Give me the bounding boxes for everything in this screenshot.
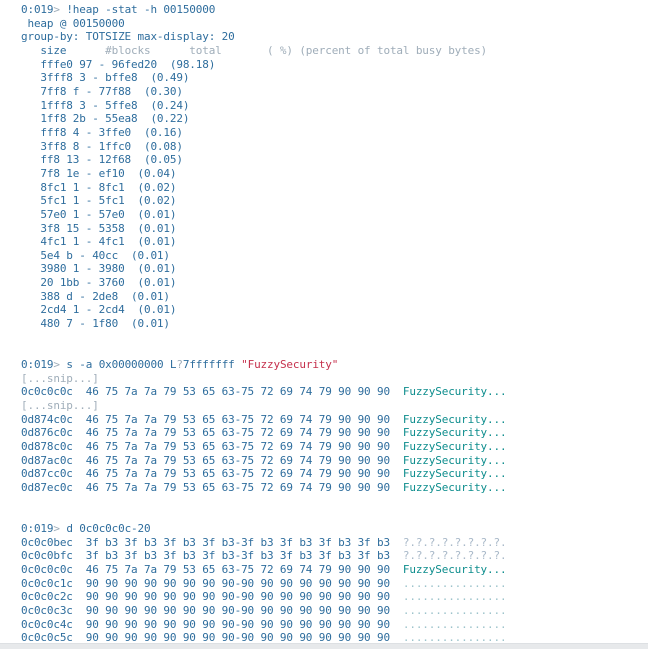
console-line: 0d874c0c 46 75 7a 7a 79 53 65 63-75 72 6…	[21, 412, 507, 426]
console-line: [...snip...]	[21, 371, 99, 385]
console-line: 5fc1 1 - 5fc1 (0.02)	[21, 194, 177, 208]
console-blank-line	[21, 344, 648, 358]
console-line: 20 1bb - 3760 (0.01)	[21, 276, 177, 290]
console-line: 8fc1 1 - 8fc1 (0.02)	[21, 180, 177, 194]
console-line: 480 7 - 1f80 (0.01)	[21, 317, 170, 331]
console-line: fff8 4 - 3ffe0 (0.16)	[21, 125, 183, 139]
horizontal-scrollbar-track[interactable]	[0, 643, 648, 649]
console-line: 0d87ac0c 46 75 7a 7a 79 53 65 63-75 72 6…	[21, 453, 507, 467]
console-line: heap @ 00150000	[21, 16, 125, 30]
console-blank-line	[21, 508, 648, 522]
console-line: 0d876c0c 46 75 7a 7a 79 53 65 63-75 72 6…	[21, 426, 507, 440]
console-line: fffe0 97 - 96fed20 (98.18)	[21, 57, 216, 71]
console-line: 0:019> !heap -stat -h 00150000	[21, 3, 216, 16]
console-line: 0d87ec0c 46 75 7a 7a 79 53 65 63-75 72 6…	[21, 480, 507, 494]
console-line: 0c0c0c3c 90 90 90 90 90 90 90 90-90 90 9…	[21, 603, 507, 617]
memory-dump-output: 0:019> d 0c0c0c0c-20 0c0c0bec 3f b3 3f b3…	[21, 522, 648, 643]
console-line: 3fff8 3 - bffe8 (0.49)	[21, 71, 190, 85]
console-line: 388 d - 2de8 (0.01)	[21, 289, 170, 303]
console-line: 0d87cc0c 46 75 7a 7a 79 53 65 63-75 72 6…	[21, 467, 507, 481]
console-line: 0d878c0c 46 75 7a 7a 79 53 65 63-75 72 6…	[21, 440, 507, 453]
console-line: 1ff8 2b - 55ea8 (0.22)	[21, 112, 190, 126]
console-line: 0c0c0c0c 46 75 7a 7a 79 53 65 63-75 72 6…	[21, 562, 507, 576]
console-line: 3f8 15 - 5358 (0.01)	[21, 221, 177, 235]
console-line: size #blocks total ( %) (percent of tota…	[21, 43, 488, 57]
console-line: 1fff8 3 - 5ffe8 (0.24)	[21, 98, 190, 112]
console-line: 2cd4 1 - 2cd4 (0.01)	[21, 303, 177, 317]
console-line: 0c0c0bec 3f b3 3f b3 3f b3 3f b3-3f b3 3…	[21, 535, 507, 549]
console-line: 0c0c0bfc 3f b3 3f b3 3f b3 3f b3-3f b3 3…	[21, 549, 507, 563]
console-line: 5e4 b - 40cc (0.01)	[21, 248, 170, 262]
console-line: 4fc1 1 - 4fc1 (0.01)	[21, 235, 177, 249]
console-line: 3980 1 - 3980 (0.01)	[21, 262, 177, 276]
console-blank-line	[21, 331, 648, 345]
search-output: 0:019> s -a 0x00000000 L?7fffffff "Fuzzy…	[21, 358, 648, 522]
console-blank-line	[21, 495, 648, 509]
console-line: 7f8 1e - ef10 (0.04)	[21, 166, 177, 180]
console-line: 0c0c0c2c 90 90 90 90 90 90 90 90-90 90 9…	[21, 590, 507, 604]
console-line: group-by: TOTSIZE max-display: 20	[21, 30, 235, 44]
console-line: 0c0c0c1c 90 90 90 90 90 90 90 90-90 90 9…	[21, 576, 507, 590]
console-line: 0c0c0c5c 90 90 90 90 90 90 90 90-90 90 9…	[21, 631, 507, 643]
console-line: 3ff8 8 - 1ffc0 (0.08)	[21, 139, 183, 153]
console-line: 0:019> s -a 0x00000000 L?7fffffff "Fuzzy…	[21, 358, 339, 372]
heap-stat-output: 0:019> !heap -stat -h 00150000 heap @ 00…	[21, 3, 648, 358]
console-line: ff8 13 - 12f68 (0.05)	[21, 153, 183, 167]
console-line: 0c0c0c4c 90 90 90 90 90 90 90 90-90 90 9…	[21, 617, 507, 631]
console-line: [...snip...]	[21, 399, 99, 413]
console-line: 0c0c0c0c 46 75 7a 7a 79 53 65 63-75 72 6…	[21, 385, 507, 399]
console-line: 0:019> d 0c0c0c0c-20	[21, 521, 151, 535]
console-line: 57e0 1 - 57e0 (0.01)	[21, 207, 177, 221]
console-line: 7ff8 f - 77f88 (0.30)	[21, 84, 183, 98]
